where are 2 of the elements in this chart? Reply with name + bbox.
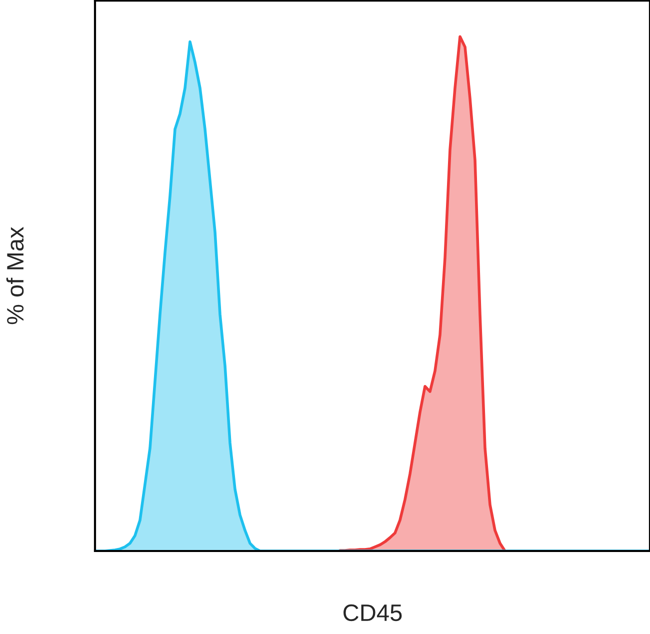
x-axis-title: CD45 bbox=[344, 604, 402, 622]
y-axis-title: % of Max bbox=[6, 226, 24, 324]
